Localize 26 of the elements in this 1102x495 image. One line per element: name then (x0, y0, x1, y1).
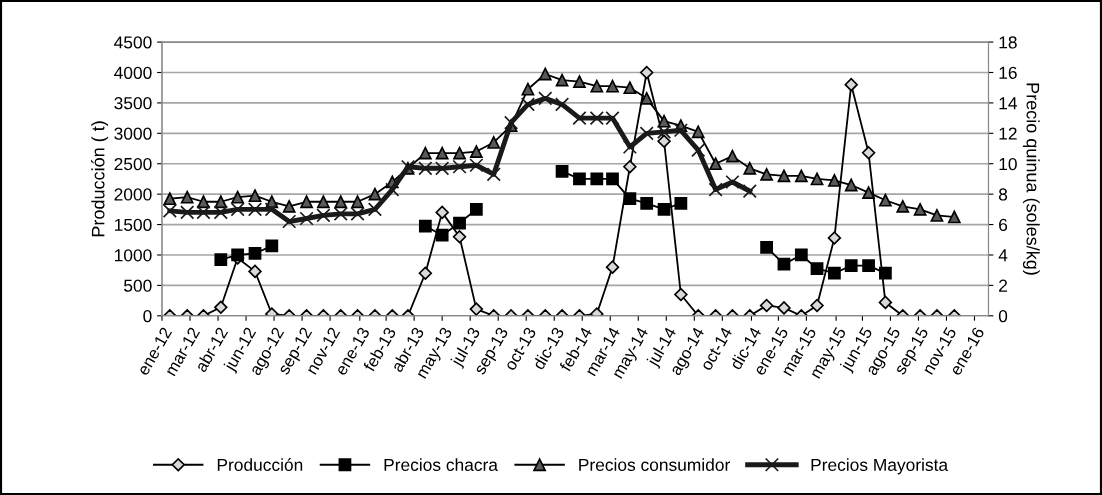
y2-tick-label: 18 (999, 36, 1017, 49)
y-tick-label: 4500 (114, 36, 152, 49)
legend-label: Precios chacra (384, 458, 498, 471)
y2-axis-title: Precio quinua (soles/kg) (1022, 83, 1040, 275)
y-tick-label: 4000 (114, 66, 152, 79)
y2-tick-label: 12 (999, 127, 1017, 140)
legend-label: Precios Mayorista (811, 458, 949, 475)
y-axis-title: Producción ( t) (91, 121, 109, 237)
y2-tick-label: 16 (999, 66, 1017, 79)
legend-label: Producción (217, 458, 303, 471)
y-tick-label: 1500 (114, 218, 152, 232)
y-tick-label: 500 (124, 279, 152, 292)
y2-tick-label: 8 (998, 188, 1008, 201)
y-tick-label: 1000 (114, 249, 152, 262)
y-tick-label: 3500 (114, 97, 152, 110)
y2-tick-label: 6 (999, 218, 1008, 232)
y2-tick-label: 0 (998, 309, 1008, 323)
y2-tick-label: 4 (998, 249, 1008, 262)
y-tick-label: 3000 (114, 127, 152, 140)
y2-tick-label: 14 (999, 97, 1018, 110)
y2-tick-label: 10 (999, 157, 1017, 171)
y-tick-label: 2000 (114, 188, 152, 201)
y-tick-label: 0 (143, 309, 152, 323)
legend-label: Precios consumidor (579, 458, 730, 471)
y2-tick-label: 2 (999, 279, 1007, 292)
y-tick-label: 2500 (114, 157, 152, 171)
